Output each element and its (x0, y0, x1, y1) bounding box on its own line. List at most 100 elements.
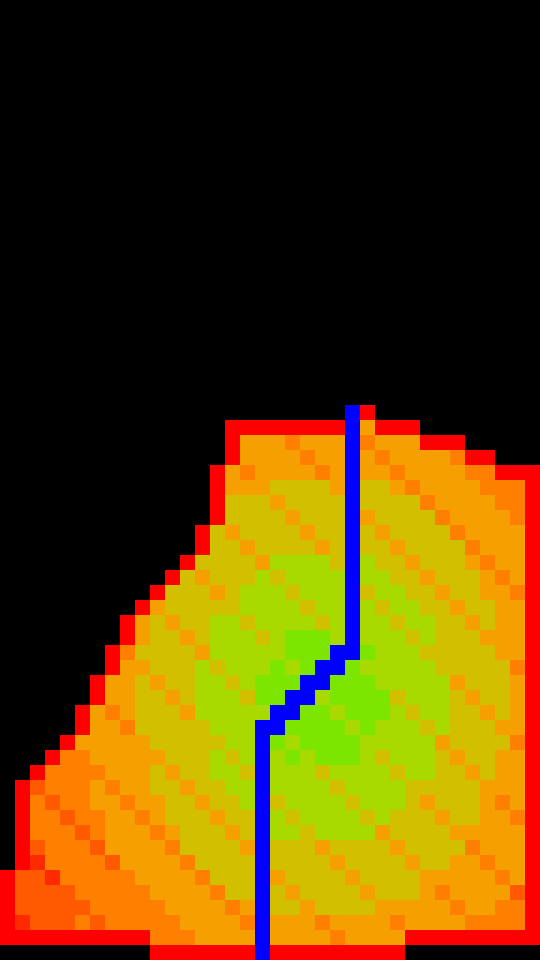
heat-cell (255, 540, 270, 555)
heat-cell (225, 705, 240, 720)
heat-cell (300, 570, 315, 585)
heat-cell (135, 720, 150, 735)
heat-cell (450, 720, 465, 735)
heat-cell (240, 765, 255, 780)
heat-cell (195, 720, 210, 735)
heat-cell (435, 570, 450, 585)
boundary-cell (135, 600, 150, 615)
heat-cell (315, 555, 330, 570)
heat-cell (465, 645, 480, 660)
heat-cell (480, 630, 495, 645)
heat-cell (495, 765, 510, 780)
heat-cell (495, 780, 510, 795)
heat-cell (90, 915, 105, 930)
heat-cell (240, 555, 255, 570)
heat-cell (135, 900, 150, 915)
heat-cell (435, 705, 450, 720)
heat-cell (300, 825, 315, 840)
heat-cell (135, 840, 150, 855)
heat-cell (450, 810, 465, 825)
heat-cell (165, 795, 180, 810)
heat-cell (180, 810, 195, 825)
heat-cell (90, 855, 105, 870)
heat-cell (240, 450, 255, 465)
heat-cell (510, 510, 525, 525)
path-cell (255, 750, 270, 765)
heat-cell (225, 855, 240, 870)
heat-cell (390, 480, 405, 495)
heat-cell (360, 645, 375, 660)
heat-cell (375, 450, 390, 465)
heat-cell (300, 525, 315, 540)
heat-cell (105, 735, 120, 750)
heat-cell (210, 675, 225, 690)
heat-cell (405, 540, 420, 555)
heat-cell (480, 660, 495, 675)
heat-cell (435, 630, 450, 645)
heat-cell (435, 870, 450, 885)
heat-cell (375, 735, 390, 750)
heat-cell (270, 600, 285, 615)
heat-cell (75, 855, 90, 870)
heat-cell (435, 585, 450, 600)
boundary-cell (525, 750, 540, 765)
boundary-cell (525, 570, 540, 585)
heat-cell (225, 510, 240, 525)
heat-cell (135, 630, 150, 645)
heat-cell (150, 645, 165, 660)
heat-cell (465, 765, 480, 780)
heat-cell (345, 750, 360, 765)
heat-cell (405, 555, 420, 570)
heat-cell (90, 735, 105, 750)
heat-cell (300, 630, 315, 645)
heat-cell (510, 885, 525, 900)
heat-cell (330, 690, 345, 705)
heat-cell (435, 780, 450, 795)
heat-cell (30, 810, 45, 825)
boundary-cell (480, 450, 495, 465)
heat-cell (165, 615, 180, 630)
heat-cell (165, 690, 180, 705)
boundary-cell (225, 945, 240, 960)
heat-cell (120, 645, 135, 660)
heat-cell (270, 630, 285, 645)
heat-cell (450, 885, 465, 900)
heat-cell (150, 720, 165, 735)
heat-cell (330, 795, 345, 810)
heat-cell (210, 540, 225, 555)
boundary-cell (525, 855, 540, 870)
heat-cell (240, 750, 255, 765)
heat-cell (405, 615, 420, 630)
heat-cell (150, 750, 165, 765)
heat-cell (375, 540, 390, 555)
heat-cell (330, 675, 345, 690)
heat-cell (435, 660, 450, 675)
heat-cell (300, 855, 315, 870)
heat-cell (390, 615, 405, 630)
heat-cell (450, 735, 465, 750)
heat-cell (120, 870, 135, 885)
heat-cell (330, 540, 345, 555)
heat-cell (420, 690, 435, 705)
heat-cell (75, 885, 90, 900)
heat-cell (150, 690, 165, 705)
heat-cell (120, 765, 135, 780)
heat-cell (510, 615, 525, 630)
boundary-cell (525, 660, 540, 675)
heat-cell (120, 705, 135, 720)
heat-cell (405, 915, 420, 930)
heat-cell (465, 480, 480, 495)
heat-cell (450, 615, 465, 630)
heat-cell (90, 780, 105, 795)
heat-cell (105, 690, 120, 705)
heat-cell (315, 510, 330, 525)
heat-cell (15, 870, 30, 885)
heat-cell (135, 675, 150, 690)
heat-cell (255, 480, 270, 495)
heat-cell (360, 570, 375, 585)
heat-cell (285, 900, 300, 915)
heat-cell (375, 705, 390, 720)
heat-cell (390, 540, 405, 555)
heat-cell (285, 825, 300, 840)
heat-cell (240, 660, 255, 675)
